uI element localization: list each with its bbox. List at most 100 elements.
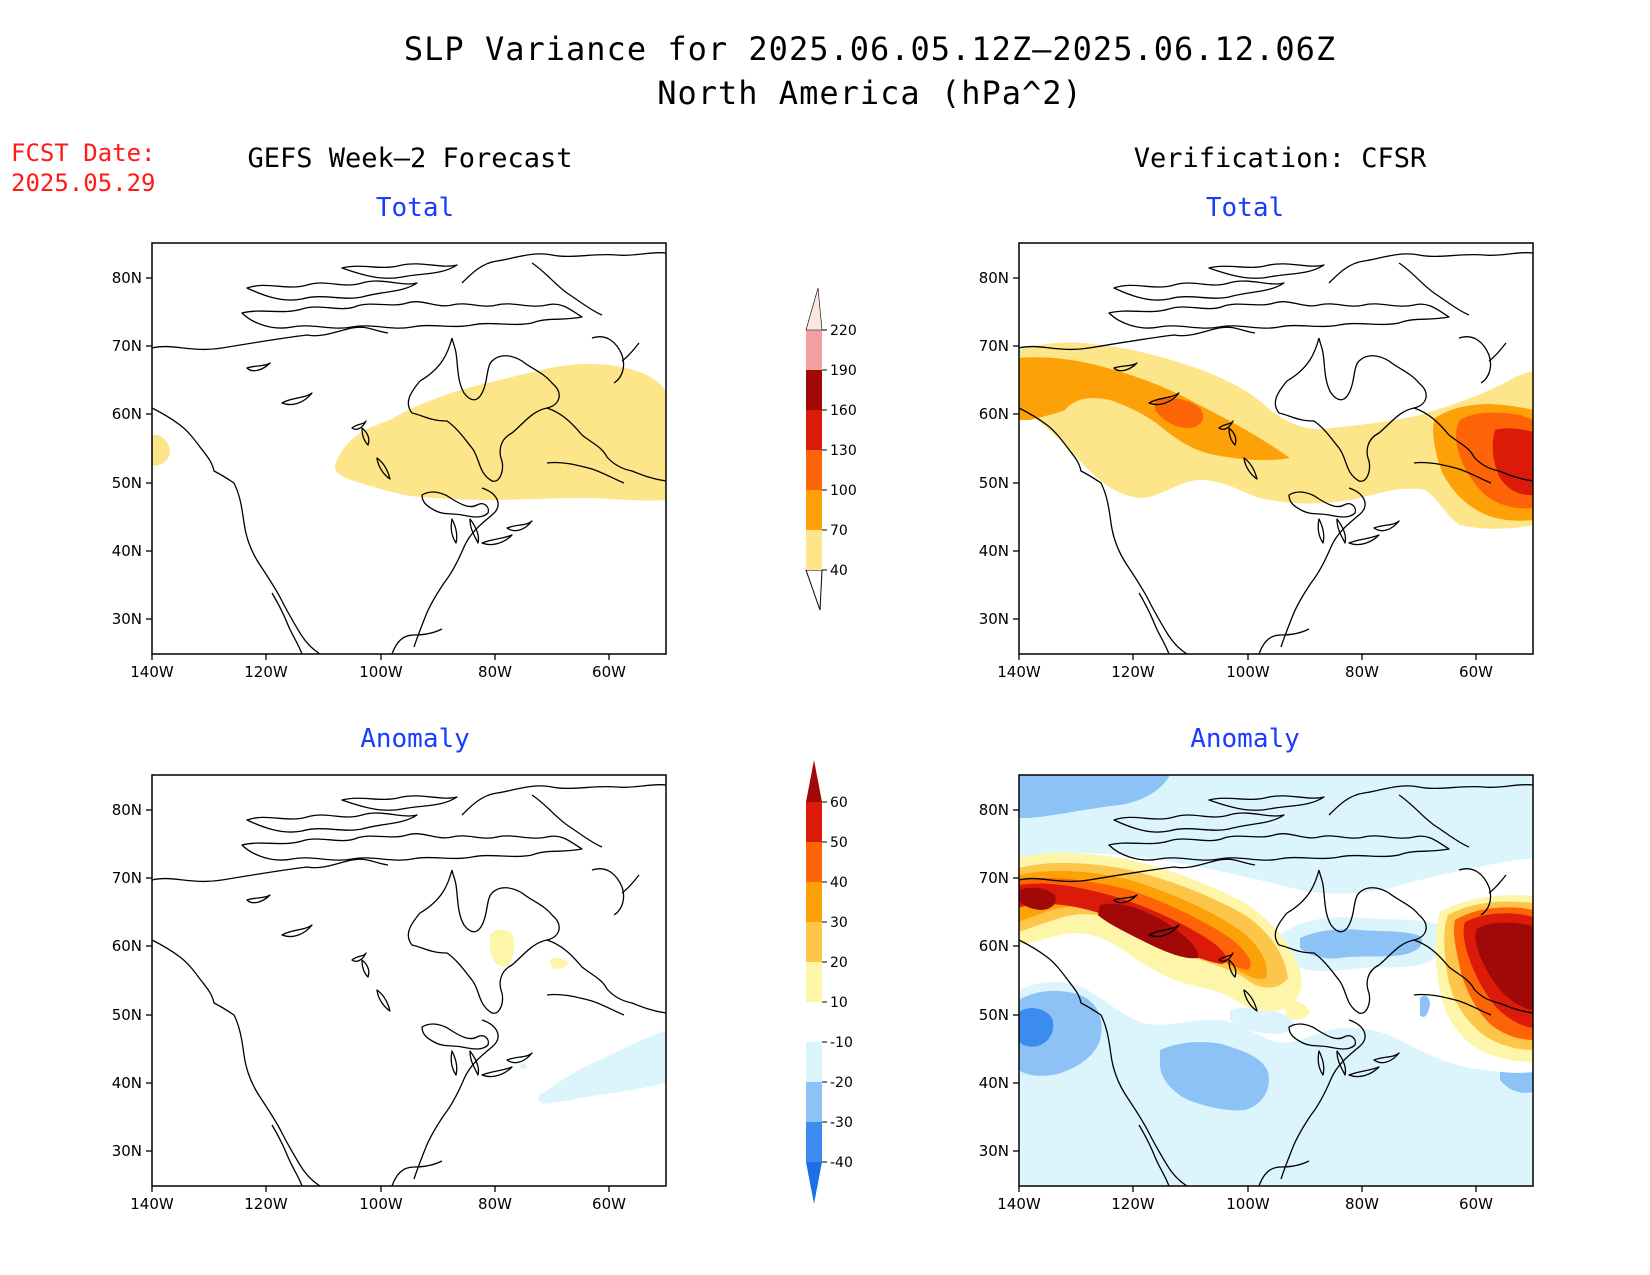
colorbar-swatch	[806, 370, 822, 410]
lat-label: 70N	[112, 869, 142, 887]
colorbar-swatch	[806, 802, 822, 842]
column-title-forecast: GEFS Week–2 Forecast	[247, 143, 573, 174]
colorbar-label: 100	[830, 483, 857, 499]
lon-label: 120W	[1111, 663, 1155, 681]
lat-label: 40N	[979, 542, 1009, 560]
shade-60-plus	[1098, 903, 1199, 959]
panel-title-verification-total: Total	[1205, 193, 1285, 223]
colorbar-swatch	[806, 962, 822, 1002]
colorbar-label: 160	[830, 403, 857, 419]
shade-minus10-minus20	[537, 1030, 666, 1104]
colorbar-swatch	[806, 1002, 822, 1042]
shade-100-130	[1155, 397, 1204, 428]
lat-label: 80N	[979, 801, 1009, 819]
lat-label: 80N	[112, 801, 142, 819]
shade-minus20-minus30	[1300, 929, 1422, 959]
lon-label: 140W	[997, 663, 1041, 681]
lon-label: 60W	[592, 1195, 626, 1213]
shade-minus20-minus30	[1420, 995, 1430, 1017]
colorbar-label: -20	[830, 1075, 853, 1091]
shade-70-100	[1019, 357, 1290, 461]
lat-label: 40N	[112, 1074, 142, 1092]
colorbar-upper-arrow	[806, 760, 822, 802]
lat-label: 30N	[979, 610, 1009, 628]
panel-title-verification-anomaly: Anomaly	[1190, 724, 1300, 754]
shade-10-20	[550, 957, 568, 969]
colorbar-label: 70	[830, 523, 848, 539]
colorbar-label: -10	[830, 1035, 853, 1051]
colorbar-swatch	[806, 330, 822, 370]
shade-60-plus	[1475, 922, 1533, 1010]
lon-label: 120W	[244, 1195, 288, 1213]
shade-minus10-minus20	[1230, 1007, 1295, 1034]
lon-label: 80W	[478, 663, 512, 681]
lon-label: 100W	[359, 663, 403, 681]
colorbar-lower-arrow	[806, 1162, 822, 1204]
lat-label: 50N	[979, 474, 1009, 492]
lat-label: 60N	[979, 937, 1009, 955]
colorbar-label: 20	[830, 955, 848, 971]
map-forecast-anomaly	[151, 774, 667, 1187]
lat-label: 30N	[112, 1142, 142, 1160]
colorbar-tip	[805, 287, 823, 331]
colorbar-label: 40	[830, 875, 848, 891]
shade-60-plus	[1019, 887, 1056, 910]
shade-10-20	[490, 929, 515, 968]
lon-label: 60W	[1459, 1195, 1493, 1213]
colorbar-swatch	[806, 1122, 822, 1162]
lon-label: 80W	[1345, 1195, 1379, 1213]
colorbar-label: 30	[830, 915, 848, 931]
map-verification-anomaly	[1018, 774, 1534, 1187]
colorbar-swatch	[806, 1042, 822, 1082]
lon-label: 80W	[1345, 663, 1379, 681]
figure-title-line1: SLP Variance for 2025.06.05.12Z–2025.06.…	[403, 30, 1337, 68]
map-forecast-total	[151, 242, 667, 655]
shade-minus30-minus40	[1019, 1008, 1054, 1047]
lat-label: 60N	[112, 405, 142, 423]
lon-label: 120W	[1111, 1195, 1155, 1213]
colorbar-swatch	[806, 1082, 822, 1122]
colorbar-label: -30	[830, 1115, 853, 1131]
column-title-verification: Verification: CFSR	[1133, 143, 1427, 174]
lat-label: 70N	[979, 337, 1009, 355]
fcst-date-value: 2025.05.29	[11, 169, 156, 197]
fcst-date-label: FCST Date:	[11, 139, 156, 167]
lat-label: 50N	[112, 474, 142, 492]
colorbar-swatch	[806, 882, 822, 922]
lon-label: 60W	[1459, 663, 1493, 681]
colorbar-label: 190	[830, 363, 857, 379]
colorbar-label: 60	[830, 795, 848, 811]
lat-label: 50N	[112, 1006, 142, 1024]
lon-label: 80W	[478, 1195, 512, 1213]
shade-minus20-minus30	[1019, 775, 1170, 818]
colorbar-anomaly: -40 -30 -20 -10 10 20 30 40 50 60	[806, 760, 853, 1204]
colorbar-tail	[805, 569, 823, 611]
colorbar-swatch	[806, 530, 822, 570]
lat-label: 40N	[112, 542, 142, 560]
lat-label: 80N	[112, 269, 142, 287]
lon-label: 60W	[592, 663, 626, 681]
lat-label: 70N	[979, 869, 1009, 887]
lon-label: 140W	[130, 663, 174, 681]
lon-label: 120W	[244, 663, 288, 681]
lon-label: 140W	[130, 1195, 174, 1213]
lon-label: 140W	[997, 1195, 1041, 1213]
colorbar-total: 40 70 100 130 160 190 220	[805, 287, 857, 611]
colorbar-label: 40	[830, 563, 848, 579]
lat-label: 70N	[112, 337, 142, 355]
lat-label: 60N	[979, 405, 1009, 423]
panel-title-forecast-total: Total	[375, 193, 455, 223]
lat-label: 30N	[979, 1142, 1009, 1160]
colorbar-label: -40	[830, 1155, 853, 1171]
colorbar-swatch	[806, 450, 822, 490]
colorbar-label: 50	[830, 835, 848, 851]
lat-label: 40N	[979, 1074, 1009, 1092]
colorbar-label: 130	[830, 443, 857, 459]
map-verification-total	[1018, 242, 1534, 655]
colorbar-swatch	[806, 842, 822, 882]
shade-minus20-minus30	[1160, 1042, 1269, 1111]
lon-label: 100W	[1226, 663, 1270, 681]
lon-label: 100W	[359, 1195, 403, 1213]
lon-label: 100W	[1226, 1195, 1270, 1213]
